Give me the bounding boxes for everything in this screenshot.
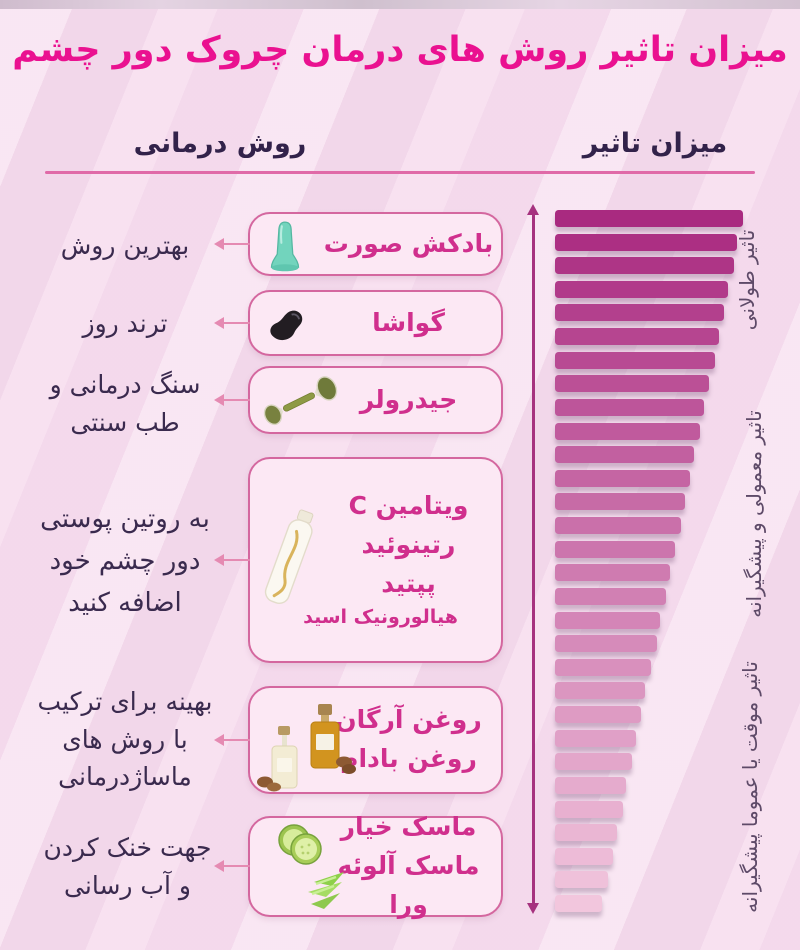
effect-bar <box>555 446 695 464</box>
effect-bar <box>555 871 608 889</box>
effect-bar <box>555 635 657 653</box>
effect-bar <box>555 564 670 582</box>
note-serums: به روتین پوستی دور چشم خود اضافه کنید <box>40 504 210 619</box>
method-box-oils: روغن آرگان روغن بادام <box>248 686 503 794</box>
effect-bar <box>555 304 725 322</box>
method-label: ویتامین C <box>348 491 469 521</box>
note-oils: بهینه برای ترکیب با روش های ماساژدرمانی <box>37 687 213 791</box>
left-arrow-icon <box>214 554 250 566</box>
effect-bar <box>555 398 704 416</box>
effect-bar <box>555 587 666 605</box>
column-header-method: روش درمانی <box>133 128 307 159</box>
effect-bar <box>555 233 738 251</box>
note-jade-roller: سنگ درمانی و طب سنتی <box>49 370 201 437</box>
left-arrow-icon <box>214 317 250 329</box>
effect-bar <box>555 800 623 818</box>
note-face-cupping: بهترین روش <box>60 231 190 260</box>
method-label: بادکش صورت <box>323 228 494 258</box>
note-gua-sha: ترند روز <box>82 309 168 338</box>
header-underline <box>45 171 755 174</box>
group-label-normal-preventive: تاثیر معمولی و پیشگیرانه <box>742 410 766 618</box>
page-title: میزان تاثیر روش های درمان چروک دور چشم <box>12 30 788 70</box>
method-label: رتینوئید <box>361 529 456 559</box>
left-arrow-icon <box>214 394 250 406</box>
effect-bar <box>555 280 728 298</box>
effect-bar <box>555 328 719 346</box>
left-arrow-icon <box>214 860 250 872</box>
method-box-jade-roller: جیدرولر <box>248 366 503 434</box>
effect-bar <box>555 517 681 535</box>
method-label: ماسک آلوئه ورا <box>337 851 480 919</box>
method-label: روغن بادام <box>340 744 477 773</box>
method-label: جیدرولر <box>359 384 458 414</box>
method-label: گواشا <box>372 307 445 337</box>
note-masks: جهت خنک کردن و آب رسانی <box>43 833 212 900</box>
effect-bar <box>555 894 602 912</box>
method-label: روغن آرگان <box>335 705 482 735</box>
effect-bar <box>555 706 642 724</box>
method-label: هیالورونیک اسید <box>303 606 458 629</box>
effect-bar <box>555 375 710 393</box>
method-box-serums: ویتامین C رتینوئید پپتید هیالورونیک اسید <box>248 457 503 663</box>
effect-bar <box>555 351 715 369</box>
method-box-masks: ماسک خیار ماسک آلوئه ورا <box>248 812 503 919</box>
effect-bar <box>555 611 661 629</box>
effect-bar <box>555 682 646 700</box>
effect-bar <box>555 658 651 676</box>
method-box-gua-sha: گواشا <box>248 290 503 356</box>
effect-bar <box>555 257 734 275</box>
group-label-temporary-preventive: تاثیر موقت یا عموما پیشگیرانه <box>738 661 762 913</box>
effect-bar <box>555 210 743 227</box>
effect-bar <box>555 422 700 440</box>
effect-bar <box>555 753 633 771</box>
axis-arrowhead-down-icon <box>527 903 539 914</box>
method-label: پپتید <box>381 568 436 598</box>
effect-bar <box>555 729 636 747</box>
left-arrow-icon <box>214 734 250 746</box>
effect-bar <box>555 847 614 865</box>
group-label-long-effect: تاثیر طولانی <box>735 229 759 331</box>
column-header-effect: میزان تاثیر <box>582 128 728 159</box>
axis-arrowhead-up-icon <box>527 204 539 215</box>
effect-bar <box>555 776 627 794</box>
method-box-face-cupping: بادکش صورت <box>248 212 503 276</box>
effect-bar <box>555 469 691 487</box>
effect-bar <box>555 824 618 842</box>
method-label: ماسک خیار <box>340 812 477 842</box>
axis-double-arrow <box>532 214 535 904</box>
top-decorative-strip <box>0 0 800 9</box>
effect-bar <box>555 540 676 558</box>
effect-bar <box>555 493 685 511</box>
left-arrow-icon <box>214 238 250 250</box>
